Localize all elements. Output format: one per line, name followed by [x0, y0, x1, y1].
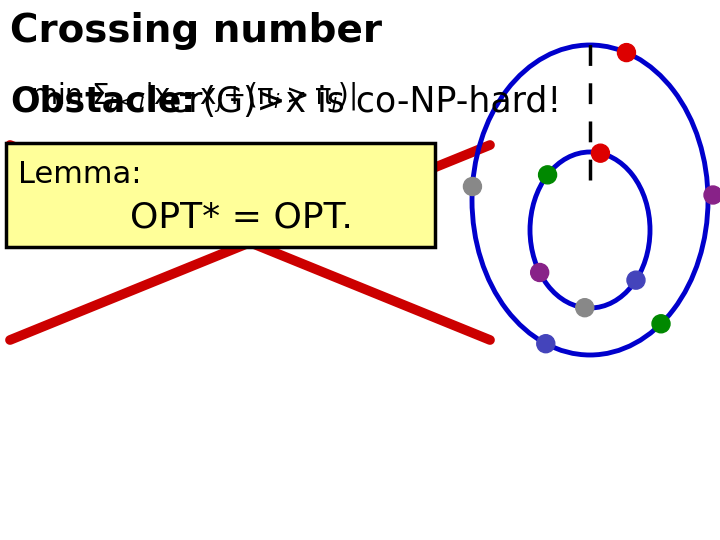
Circle shape	[539, 166, 557, 184]
Circle shape	[618, 44, 636, 62]
Circle shape	[591, 144, 609, 162]
Text: cr(G)>x is co-NP-hard!: cr(G)>x is co-NP-hard!	[158, 85, 562, 119]
FancyBboxPatch shape	[6, 143, 435, 247]
Circle shape	[531, 264, 549, 281]
Circle shape	[576, 299, 594, 316]
Circle shape	[704, 186, 720, 204]
Text: Lemma:: Lemma:	[18, 160, 142, 189]
Text: OPT* = OPT.: OPT* = OPT.	[130, 200, 353, 234]
Circle shape	[652, 315, 670, 333]
Circle shape	[537, 335, 555, 353]
Text: Obstacle:: Obstacle:	[10, 85, 195, 119]
Text: min $\Sigma_{i<j}|\mathregular{x}_i\mathregular{-x}_j\mathregular{+(\pi}_i\mathr: min $\Sigma_{i<j}|\mathregular{x}_i\math…	[30, 80, 356, 114]
Text: Crossing number: Crossing number	[10, 12, 382, 50]
Circle shape	[464, 178, 482, 195]
Circle shape	[627, 271, 645, 289]
